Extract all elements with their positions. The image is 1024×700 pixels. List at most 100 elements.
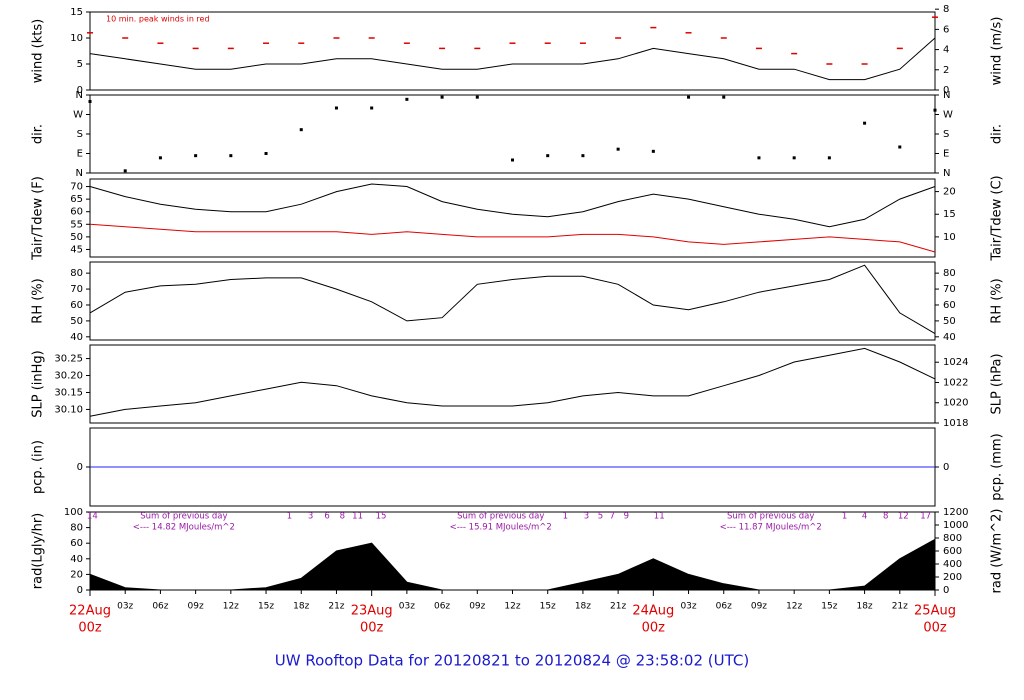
x-tick-label: 21z [892, 602, 908, 612]
y-tick-label: 10 [70, 33, 83, 44]
hour-mark: 1 [287, 512, 292, 522]
line [89, 264, 936, 335]
y-axis-label: pcp. (in) [31, 440, 46, 494]
y2-tick-label: 1018 [943, 418, 968, 429]
y-tick-label: 30.25 [54, 354, 83, 365]
point [546, 154, 550, 158]
y-tick-label: 0 [77, 462, 83, 473]
day-label: 24Aug [632, 604, 674, 619]
x-tick-label: 21z [328, 602, 344, 612]
point [581, 154, 585, 158]
annotation: Sum of previous day [727, 512, 814, 522]
point [299, 128, 303, 132]
y2-tick-label: 70 [943, 284, 956, 295]
area [89, 538, 936, 591]
hour-mark: 11 [352, 512, 363, 522]
y-tick-label: N [76, 168, 83, 179]
day-hour-label: 00z [360, 621, 384, 636]
x-tick-label: 03z [117, 602, 133, 612]
chart-title: UW Rooftop Data for 20120821 to 20120824… [275, 652, 749, 670]
y2-tick-label: 10 [943, 232, 956, 243]
y2-tick-label: 800 [943, 533, 962, 544]
hour-mark: 3 [308, 512, 313, 522]
point [440, 95, 444, 99]
point [123, 169, 127, 173]
panel-frame [89, 11, 936, 91]
y-tick-label: W [73, 110, 83, 121]
panel-frame [89, 178, 936, 258]
y-axis-label: wind (kts) [31, 19, 46, 83]
y-tick-label: 60 [70, 207, 83, 218]
y-tick-label: 60 [70, 538, 83, 549]
point [757, 156, 761, 160]
x-tick-label: 09z [469, 602, 485, 612]
y2-axis-label: dir. [990, 124, 1005, 144]
hour-mark: 5 [598, 512, 603, 522]
y2-tick-label: 40 [943, 332, 956, 343]
y2-tick-label: S [943, 129, 949, 140]
y2-axis-label: wind (m/s) [990, 17, 1005, 86]
day-label: 25Aug [914, 604, 956, 619]
y2-tick-label: 400 [943, 559, 962, 570]
y-tick-label: 80 [70, 523, 83, 534]
annotation: Sum of previous day [457, 512, 544, 522]
annotation: <--- 11.87 MJoules/m^2 [720, 523, 822, 533]
hour-mark: 17 [920, 512, 931, 522]
point [863, 121, 867, 125]
y-axis-label: RH (%) [31, 278, 46, 323]
x-tick-label: 15z [821, 602, 837, 612]
y-axis-label: rad(Lgly/hr) [31, 513, 46, 589]
hour-mark: 3 [584, 512, 589, 522]
hour-mark: 8 [883, 512, 888, 522]
annotation: <--- 15.91 MJoules/m^2 [450, 523, 552, 533]
y-tick-label: 15 [70, 7, 83, 18]
y2-tick-label: 0 [943, 585, 949, 596]
y2-tick-label: 600 [943, 546, 962, 557]
y-tick-label: 55 [70, 219, 83, 230]
hour-mark: 9 [624, 512, 629, 522]
y-tick-label: 40 [70, 554, 83, 565]
hour-mark: 1 [842, 512, 847, 522]
y2-tick-label: 2 [943, 65, 949, 76]
hour-mark: 14 [87, 512, 98, 522]
hour-mark: 8 [340, 512, 345, 522]
y-tick-label: 30.15 [54, 387, 83, 398]
hour-mark: 15 [376, 512, 387, 522]
y-tick-label: 40 [70, 332, 83, 343]
y2-axis-label: pcp. (mm) [990, 433, 1005, 500]
annotation: <--- 14.82 MJoules/m^2 [133, 523, 235, 533]
y-tick-label: 30.20 [54, 371, 83, 382]
x-tick-label: 03z [399, 602, 415, 612]
point [370, 106, 374, 110]
line [89, 347, 936, 417]
y-tick-label: 65 [70, 194, 83, 205]
annotation: 10 min. peak winds in red [106, 15, 210, 24]
point [264, 152, 268, 155]
y2-tick-label: W [943, 110, 953, 121]
x-tick-label: 15z [258, 602, 274, 612]
annotation: Sum of previous day [140, 512, 227, 522]
y2-tick-label: N [943, 168, 950, 179]
hour-mark: 6 [324, 512, 329, 522]
y-tick-label: 0 [77, 85, 83, 96]
y2-axis-label: RH (%) [990, 278, 1005, 323]
x-tick-label: 06z [434, 602, 450, 612]
y-tick-label: 80 [70, 268, 83, 279]
y2-tick-label: 200 [943, 572, 962, 583]
y2-tick-label: 8 [943, 4, 949, 15]
hour-mark: 11 [654, 512, 665, 522]
point [475, 95, 479, 99]
day-hour-label: 00z [78, 621, 102, 636]
y-axis-label: dir. [31, 124, 46, 144]
y-tick-label: 70 [70, 182, 83, 193]
y2-tick-label: 0 [943, 462, 949, 473]
hour-mark: 1 [563, 512, 568, 522]
hour-mark: 7 [610, 512, 615, 522]
y-tick-label: 100 [64, 507, 83, 518]
y2-tick-label: 20 [943, 187, 956, 198]
y2-tick-label: 4 [943, 45, 949, 56]
hour-mark: 12 [898, 512, 909, 522]
y2-tick-label: 1020 [943, 398, 968, 409]
y-tick-label: S [77, 129, 83, 140]
